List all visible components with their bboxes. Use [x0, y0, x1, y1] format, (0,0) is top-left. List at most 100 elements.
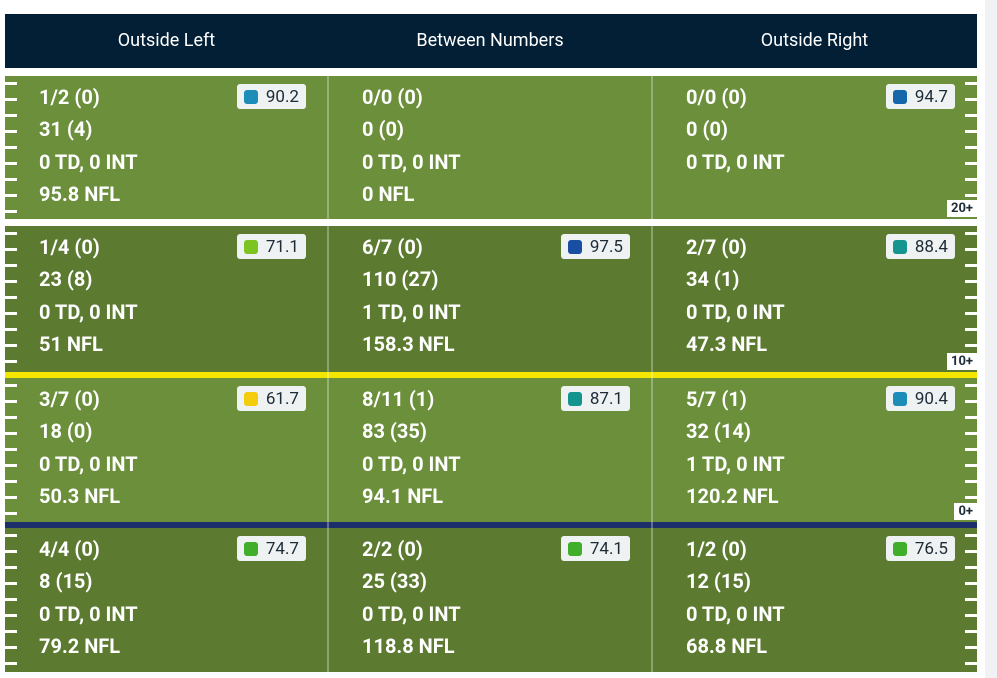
hash-mark	[965, 344, 977, 347]
stat-line: 1/2 (0)	[686, 537, 747, 561]
hash-mark	[5, 400, 17, 403]
grade-value: 61.7	[265, 388, 299, 409]
hash-mark	[5, 550, 17, 553]
hash-mark	[5, 464, 17, 467]
stat-line: 110 (27)	[362, 267, 439, 292]
yard-line	[5, 69, 977, 76]
hash-mark	[965, 384, 977, 387]
hash-mark	[965, 264, 977, 267]
stat-line: 32 (14)	[686, 419, 751, 444]
stat-line: 18 (0)	[39, 419, 93, 444]
hash-mark	[5, 448, 17, 451]
hash-mark	[965, 646, 977, 649]
hash-mark	[5, 630, 17, 633]
zone-row: 1/4 (0) 23 (8) 0 TD, 0 INT 51 NFL 71.1 6/7 (0…	[5, 226, 977, 372]
hash-mark	[965, 496, 977, 499]
zone-label: 0+	[954, 503, 977, 520]
stat-line: 51 NFL	[39, 331, 103, 356]
stat-line: 0 TD, 0 INT	[686, 299, 785, 324]
hash-mark	[5, 162, 17, 165]
hash-mark	[965, 662, 977, 665]
grade-value: 76.5	[914, 538, 948, 559]
grade-value: 74.7	[265, 538, 299, 559]
hash-mark	[5, 512, 17, 515]
hash-mark	[5, 312, 17, 315]
grade-color	[243, 89, 258, 104]
zone-cell: 6/7 (0) 110 (27) 1 TD, 0 INT 158.3 NFL 97.5	[328, 226, 652, 372]
grade-badge: 76.5	[885, 536, 955, 561]
stat-line: 0 NFL	[362, 181, 415, 206]
stat-line: 83 (35)	[362, 419, 427, 444]
stat-line: 0 TD, 0 INT	[686, 149, 785, 174]
stat-line: 158.3 NFL	[362, 331, 455, 356]
stat-line: 94.1 NFL	[362, 483, 444, 508]
grade-color	[892, 391, 907, 406]
grade-value: 88.4	[914, 236, 948, 257]
grade-value: 97.5	[589, 236, 623, 257]
hash-mark	[5, 646, 17, 649]
stat-line: 95.8 NFL	[39, 181, 121, 206]
hash-mark	[965, 328, 977, 331]
yard-line	[5, 372, 977, 378]
zone-cell: 1/2 (0) 31 (4) 0 TD, 0 INT 95.8 NFL 90.2	[5, 76, 328, 219]
stat-line: 5/7 (1)	[686, 387, 747, 411]
stat-line: 50.3 NFL	[39, 483, 121, 508]
stat-line: 0 (0)	[362, 117, 404, 142]
column-divider	[651, 76, 653, 672]
hash-mark	[965, 416, 977, 419]
grade-color	[892, 89, 907, 104]
zone-cell: 2/7 (0) 34 (1) 0 TD, 0 INT 47.3 NFL 88.4	[652, 226, 977, 372]
stat-line: 0 TD, 0 INT	[362, 149, 461, 174]
yard-line	[5, 219, 977, 226]
zone-cell: 3/7 (0) 18 (0) 0 TD, 0 INT 50.3 NFL 61.7	[5, 378, 328, 522]
stat-line: 1/2 (0)	[39, 85, 100, 109]
stat-line: 1 TD, 0 INT	[362, 299, 461, 324]
grade-badge: 97.5	[560, 234, 630, 259]
stat-line: 0 TD, 0 INT	[39, 601, 138, 626]
hash-mark	[965, 194, 977, 197]
hash-mark	[5, 82, 17, 85]
stat-line: 8/11 (1)	[362, 387, 435, 411]
stat-line: 2/2 (0)	[362, 537, 423, 561]
zone-label: 10+	[946, 353, 977, 370]
zone-cell: 0/0 (0) 0 (0) 0 TD, 0 INT 94.7	[652, 76, 977, 219]
zone-cell: 0/0 (0) 0 (0) 0 TD, 0 INT 0 NFL	[328, 76, 652, 219]
stat-line: 3/7 (0)	[39, 387, 100, 411]
stat-line: 1/4 (0)	[39, 235, 100, 259]
grade-color	[567, 541, 582, 556]
grade-color	[892, 541, 907, 556]
hash-mark	[5, 480, 17, 483]
zone-row: 4/4 (0) 8 (15) 0 TD, 0 INT 79.2 NFL 74.7 2/2 …	[5, 528, 977, 672]
hash-mark	[965, 312, 977, 315]
grade-badge: 74.1	[560, 536, 630, 561]
stat-line: 4/4 (0)	[39, 537, 100, 561]
grade-badge: 71.1	[236, 234, 306, 259]
hash-mark	[965, 598, 977, 601]
zone-row: 1/2 (0) 31 (4) 0 TD, 0 INT 95.8 NFL 90.2 0/0 …	[5, 76, 977, 219]
scroll-strip	[985, 0, 997, 678]
grade-color	[567, 239, 582, 254]
stat-line: 0/0 (0)	[362, 85, 423, 109]
hash-mark	[965, 630, 977, 633]
hash-mark	[5, 566, 17, 569]
hash-mark	[5, 296, 17, 299]
grade-badge: 74.7	[236, 536, 306, 561]
stat-line: 6/7 (0)	[362, 235, 423, 259]
grade-badge: 90.4	[885, 386, 955, 411]
stat-line: 118.8 NFL	[362, 633, 455, 658]
grade-badge: 94.7	[885, 84, 955, 109]
grade-value: 90.2	[265, 86, 299, 107]
grade-color	[892, 239, 907, 254]
hash-mark	[965, 432, 977, 435]
stat-line: 12 (15)	[686, 569, 751, 594]
hash-mark	[5, 614, 17, 617]
grade-color	[243, 239, 258, 254]
grade-value: 74.1	[589, 538, 623, 559]
grade-badge: 90.2	[236, 84, 306, 109]
hash-mark	[965, 280, 977, 283]
hash-mark	[5, 662, 17, 665]
hash-mark	[965, 566, 977, 569]
hash-mark	[965, 550, 977, 553]
hash-mark	[965, 248, 977, 251]
